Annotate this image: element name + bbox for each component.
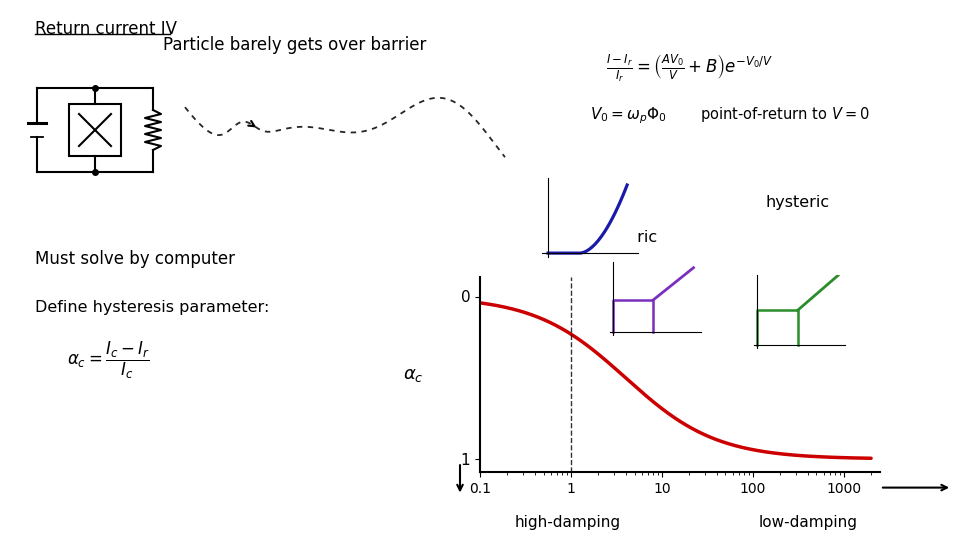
Text: point-of-return to $V = 0$: point-of-return to $V = 0$ bbox=[700, 105, 870, 124]
Bar bbox=[69, 104, 121, 156]
Text: low-damping: low-damping bbox=[758, 515, 857, 530]
Text: $\frac{I - I_r}{I_r} = \left(\frac{AV_0}{V} + B\right) e^{-V_0/V}$: $\frac{I - I_r}{I_r} = \left(\frac{AV_0}… bbox=[607, 52, 774, 84]
Text: Define hysteresis parameter:: Define hysteresis parameter: bbox=[35, 300, 270, 315]
Text: $V_0 = \omega_p \Phi_0$: $V_0 = \omega_p \Phi_0$ bbox=[590, 105, 666, 126]
Text: Return current IV: Return current IV bbox=[35, 20, 177, 38]
Text: hysteric: hysteric bbox=[766, 195, 830, 210]
Text: $\alpha_c = \dfrac{I_c - I_r}{I_c}$: $\alpha_c = \dfrac{I_c - I_r}{I_c}$ bbox=[66, 340, 150, 381]
Text: $\alpha_c$: $\alpha_c$ bbox=[403, 366, 424, 383]
Text: Must solve by computer: Must solve by computer bbox=[35, 250, 235, 268]
Text: non-hysteric: non-hysteric bbox=[558, 230, 658, 245]
Text: Particle barely gets over barrier: Particle barely gets over barrier bbox=[163, 36, 426, 54]
Text: high-damping: high-damping bbox=[515, 515, 621, 530]
